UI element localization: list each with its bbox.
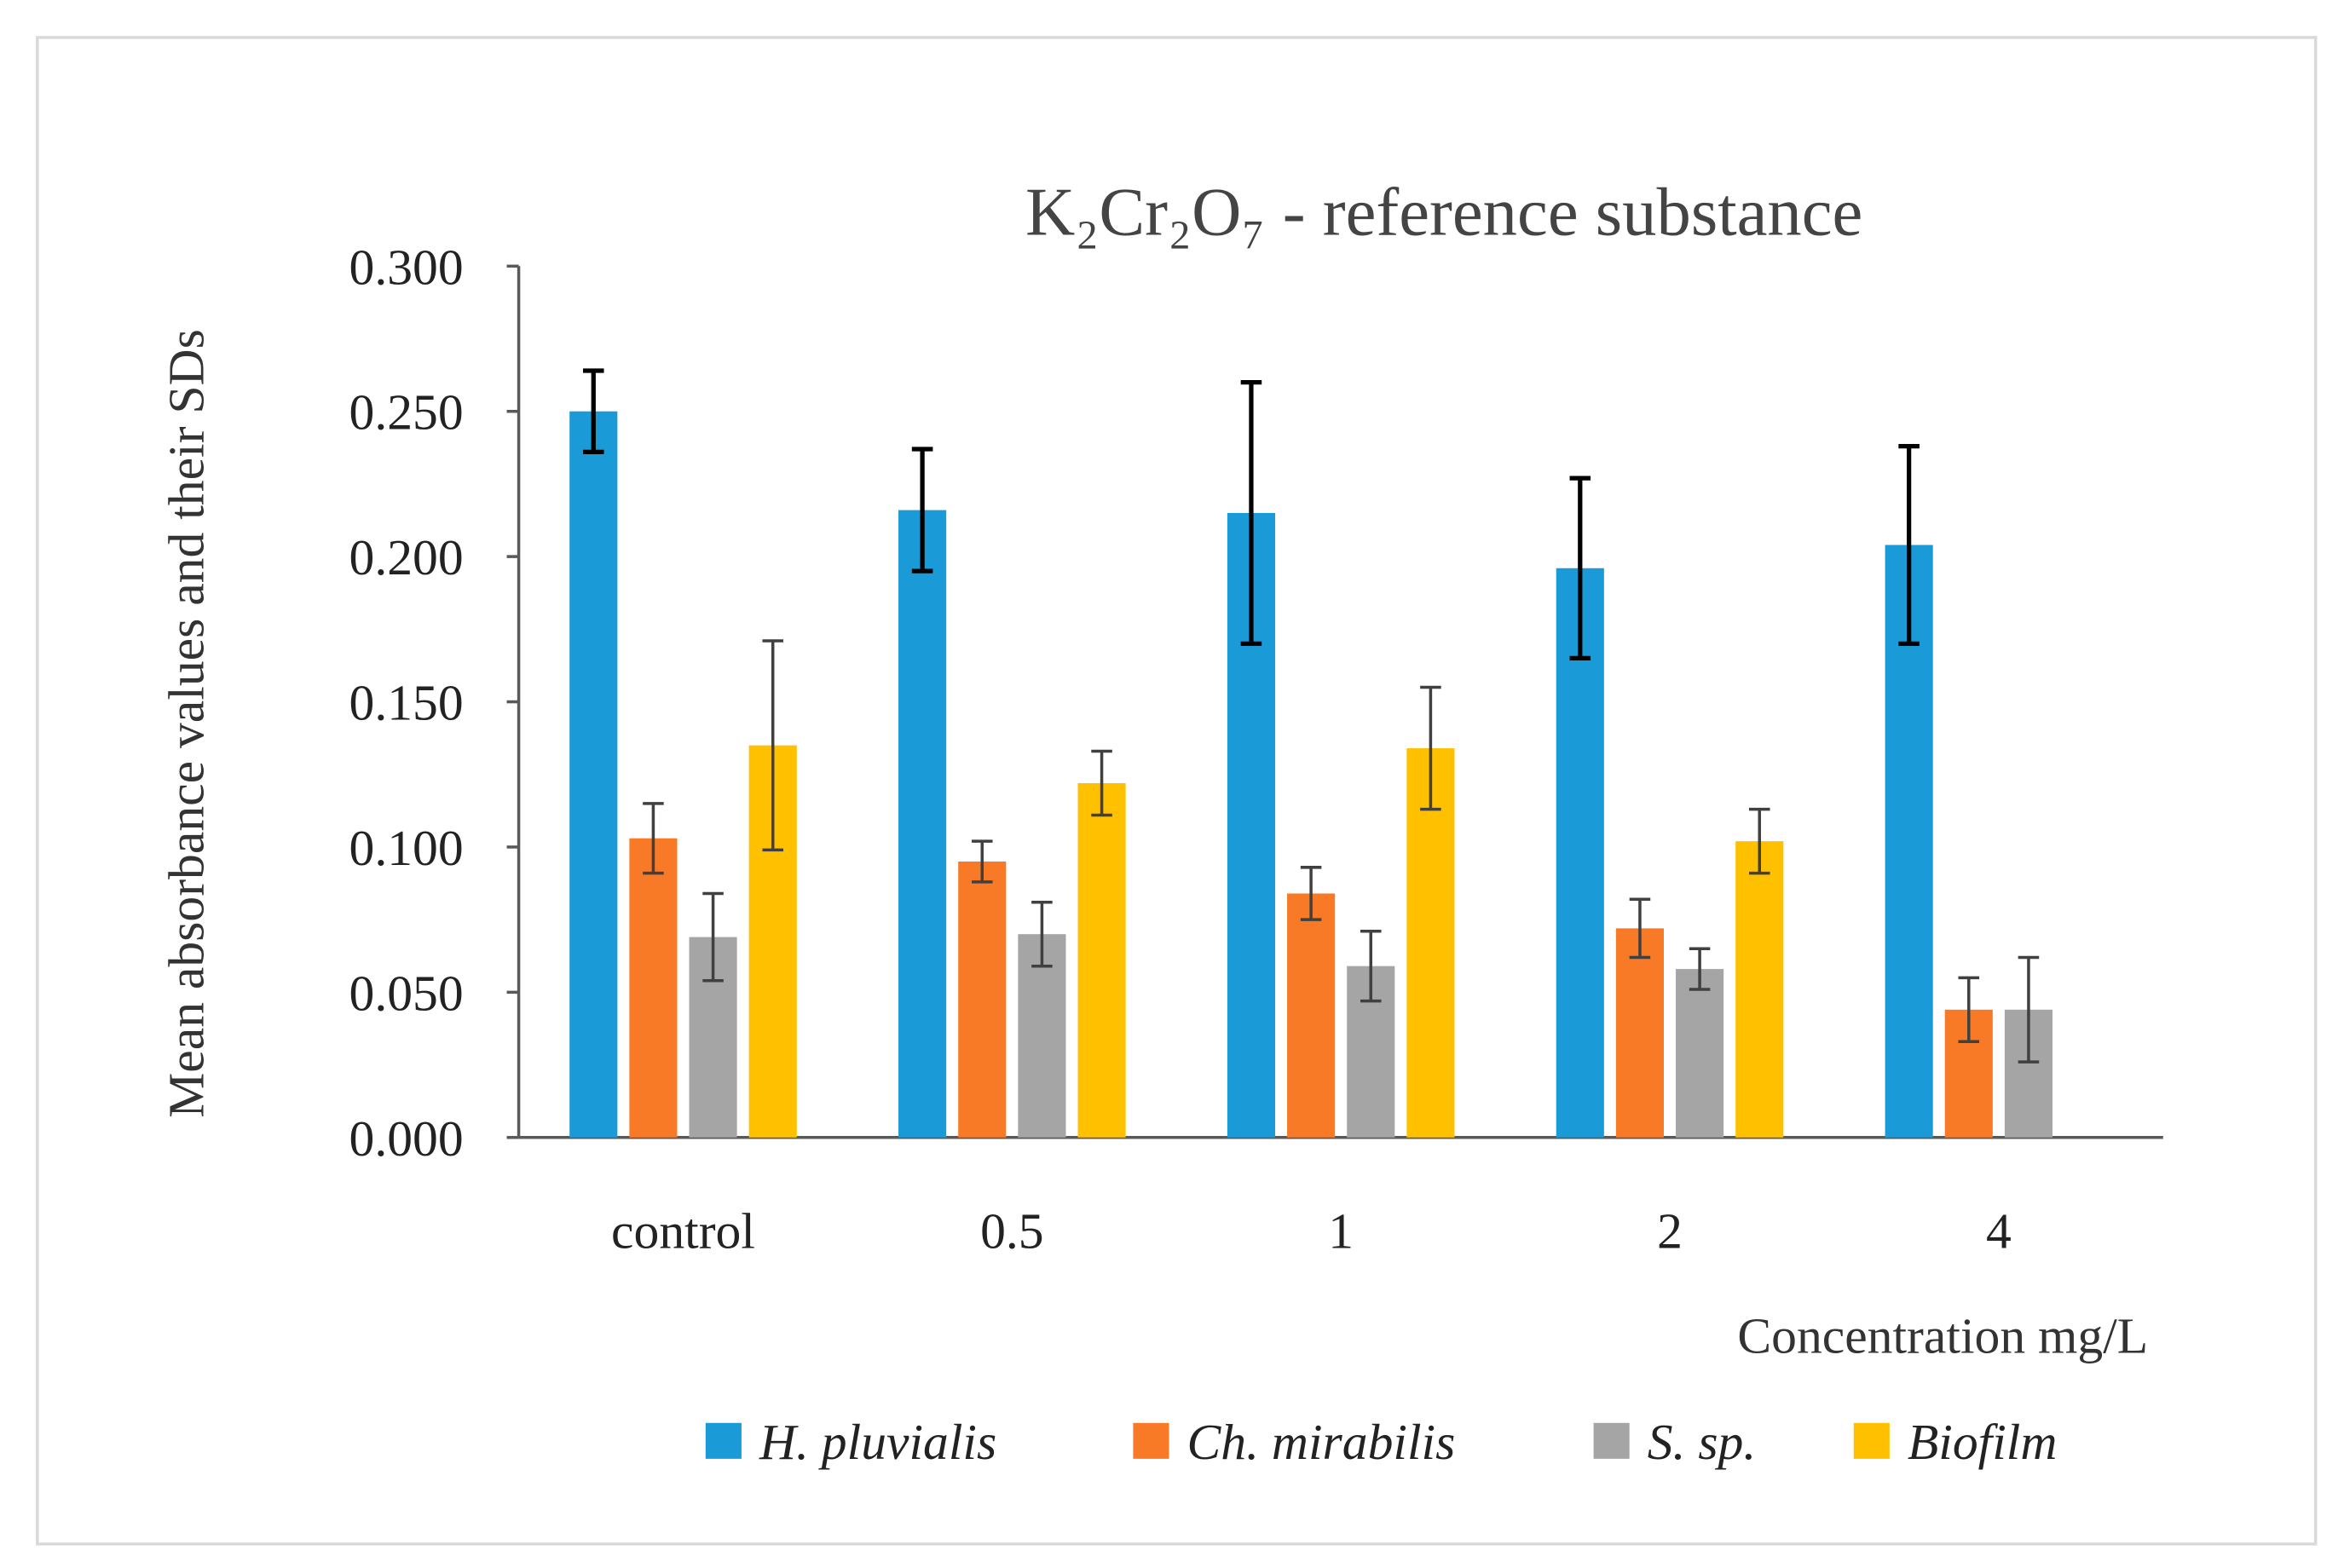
- error-bar: [1689, 947, 1711, 991]
- x-tick-label: 0.5: [980, 1203, 1044, 1260]
- bar: [1556, 568, 1604, 1138]
- y-tick-label: 0.150: [349, 675, 464, 731]
- y-tick-label: 0.000: [349, 1110, 464, 1167]
- error-bar: [1360, 930, 1382, 1003]
- error-bar: [702, 891, 724, 983]
- legend-item: Biofilm: [1853, 1414, 2058, 1470]
- chart-title: K₂Cr₂O₇ - reference substance: [1025, 174, 1862, 250]
- legend-item: H. pluvialis: [705, 1414, 996, 1470]
- error-bar: [1420, 685, 1441, 811]
- y-tick-label: 0.050: [349, 965, 464, 1021]
- y-tick-label: 0.100: [349, 820, 464, 876]
- x-tick-label: 4: [1986, 1203, 2012, 1260]
- legend-item: Ch. mirabilis: [1133, 1414, 1455, 1470]
- error-bar: [643, 802, 664, 875]
- error-bar: [1031, 900, 1053, 968]
- bar: [629, 838, 678, 1138]
- error-bar: [582, 368, 604, 455]
- legend-label: Biofilm: [1908, 1414, 2058, 1470]
- bar: [1615, 928, 1665, 1138]
- bar: [1077, 782, 1126, 1138]
- bar: [898, 510, 947, 1138]
- chart-frame: [36, 36, 2318, 1546]
- legend-swatch: [1593, 1422, 1630, 1459]
- y-tick-label: 0.300: [349, 239, 464, 295]
- x-tick-label: control: [611, 1203, 755, 1260]
- error-bar: [1748, 807, 1770, 875]
- error-bar: [1091, 749, 1112, 817]
- legend-label: Ch. mirabilis: [1187, 1414, 1456, 1470]
- bar: [1287, 893, 1336, 1138]
- error-bar: [1569, 476, 1591, 661]
- y-tick-label: 0.250: [349, 384, 464, 441]
- bar: [958, 861, 1007, 1138]
- error-bar: [1958, 976, 1980, 1044]
- bar: [1676, 969, 1724, 1138]
- error-bar: [2018, 955, 2040, 1064]
- error-bar: [971, 839, 993, 884]
- y-tick-label: 0.200: [349, 529, 464, 585]
- error-bar: [1629, 897, 1651, 960]
- x-tick-label: 1: [1328, 1203, 1354, 1260]
- error-bar: [1300, 866, 1322, 921]
- y-axis-label: Mean absorbance values and their SDs: [159, 329, 215, 1118]
- legend-item: S. sp.: [1593, 1414, 1757, 1470]
- bar: [1406, 748, 1455, 1138]
- error-bar: [762, 639, 784, 852]
- bar: [1735, 841, 1784, 1138]
- legend-label: S. sp.: [1648, 1414, 1757, 1470]
- error-bar: [1240, 379, 1262, 647]
- bar: [1018, 934, 1066, 1138]
- legend-swatch: [705, 1422, 742, 1459]
- legend-swatch: [1133, 1422, 1169, 1459]
- legend-label: H. pluvialis: [759, 1414, 996, 1470]
- legend-swatch: [1853, 1422, 1890, 1459]
- x-tick-label: 2: [1657, 1203, 1683, 1260]
- bar: [569, 411, 618, 1138]
- error-bar: [1898, 443, 1920, 647]
- x-axis-label: Concentration mg/L: [1737, 1307, 2148, 1363]
- error-bar: [911, 447, 933, 574]
